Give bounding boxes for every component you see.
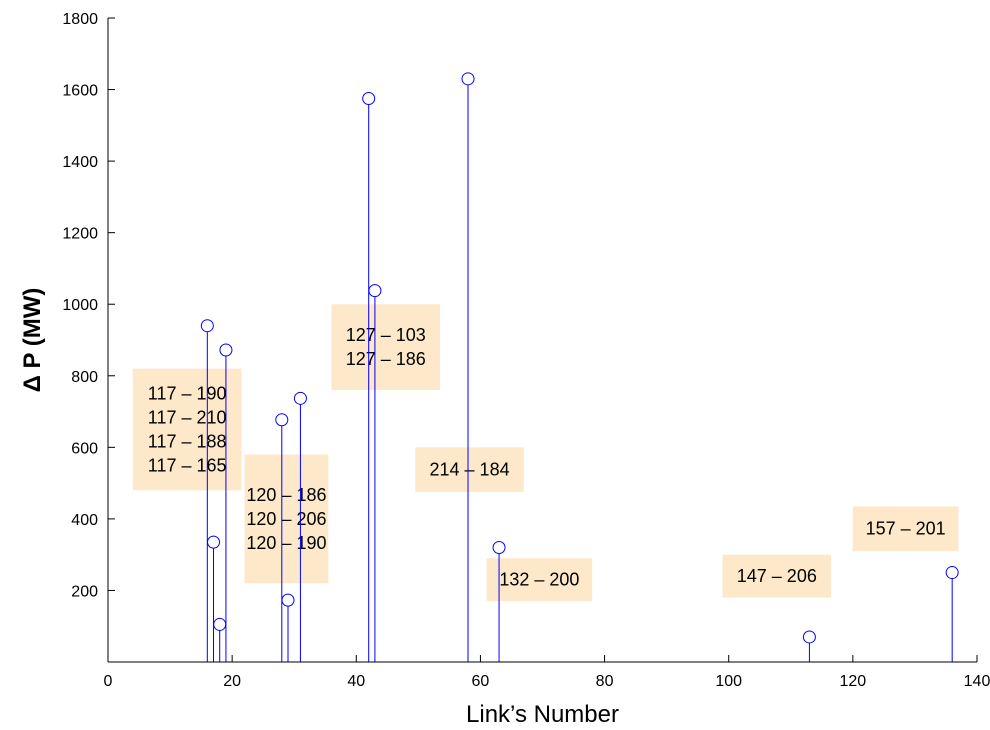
annotation-box bbox=[415, 447, 524, 493]
y-tick-label: 200 bbox=[71, 583, 98, 600]
stem-marker bbox=[219, 343, 233, 357]
stem-marker bbox=[207, 535, 221, 549]
stem-marker bbox=[281, 593, 295, 607]
x-tick-label: 80 bbox=[596, 673, 614, 690]
annotation-label: 157 – 201 bbox=[866, 519, 946, 539]
stem-marker bbox=[362, 92, 376, 105]
stem-marker bbox=[368, 284, 382, 298]
stem-marker bbox=[293, 391, 307, 405]
x-axis-label: Link’s Number bbox=[466, 701, 619, 728]
annotation-label: 120 – 190 bbox=[246, 533, 326, 553]
x-tick-label: 0 bbox=[104, 673, 113, 690]
y-tick-label: 1800 bbox=[62, 11, 98, 28]
stem-marker bbox=[213, 617, 227, 631]
stem-marker bbox=[492, 541, 506, 555]
x-tick-label: 120 bbox=[840, 673, 867, 690]
x-tick-label: 40 bbox=[347, 673, 365, 690]
annotation-label: 120 – 206 bbox=[246, 509, 326, 529]
stem-marker bbox=[945, 566, 959, 580]
x-tick-label: 140 bbox=[964, 673, 990, 690]
y-tick-label: 600 bbox=[71, 440, 98, 457]
annotation-box bbox=[132, 368, 242, 491]
y-tick-label: 1200 bbox=[62, 226, 98, 243]
stem-marker bbox=[200, 319, 214, 333]
y-tick-label: 1600 bbox=[62, 83, 98, 100]
y-tick-label: 1000 bbox=[62, 297, 98, 314]
annotation-label: 132 – 200 bbox=[499, 570, 579, 590]
annotation-label: 127 – 186 bbox=[346, 349, 426, 369]
annotation-label: 120 – 186 bbox=[246, 485, 326, 505]
stem-marker bbox=[275, 413, 289, 427]
annotation-label: 214 – 184 bbox=[430, 460, 510, 480]
annotation-label: 117 – 165 bbox=[148, 455, 227, 475]
annotation-box bbox=[852, 506, 959, 552]
stem-marker bbox=[461, 72, 475, 86]
y-tick-label: 800 bbox=[71, 369, 98, 386]
annotation-layer: 117 – 190 117 – 210 117 – 188 117 – 165 120 … bbox=[132, 304, 959, 602]
y-axis-label: Δ P (MW) bbox=[19, 288, 46, 393]
stem-marker bbox=[802, 630, 816, 644]
y-tick-label: 400 bbox=[71, 512, 98, 529]
annotation-label: 147 – 206 bbox=[737, 566, 817, 586]
annotation-box bbox=[722, 554, 832, 598]
annotation-label: 117 – 188 bbox=[148, 431, 227, 451]
stem-layer bbox=[200, 72, 959, 662]
annotation-label: 117 – 210 bbox=[148, 407, 227, 427]
annotation-label: 117 – 190 bbox=[148, 383, 227, 403]
x-tick-label: 20 bbox=[223, 673, 241, 690]
annotation-box bbox=[331, 304, 441, 391]
annotation-label: 127 – 103 bbox=[346, 325, 426, 345]
annotation-box bbox=[244, 454, 329, 584]
y-tick-label: 1400 bbox=[62, 154, 98, 171]
axes: 0 20 40 60 80 100 120 140 200 400 600 800 1000 1200 14… bbox=[62, 11, 990, 690]
x-tick-label: 100 bbox=[715, 673, 742, 690]
x-tick-label: 60 bbox=[472, 673, 490, 690]
annotation-box bbox=[486, 558, 593, 602]
